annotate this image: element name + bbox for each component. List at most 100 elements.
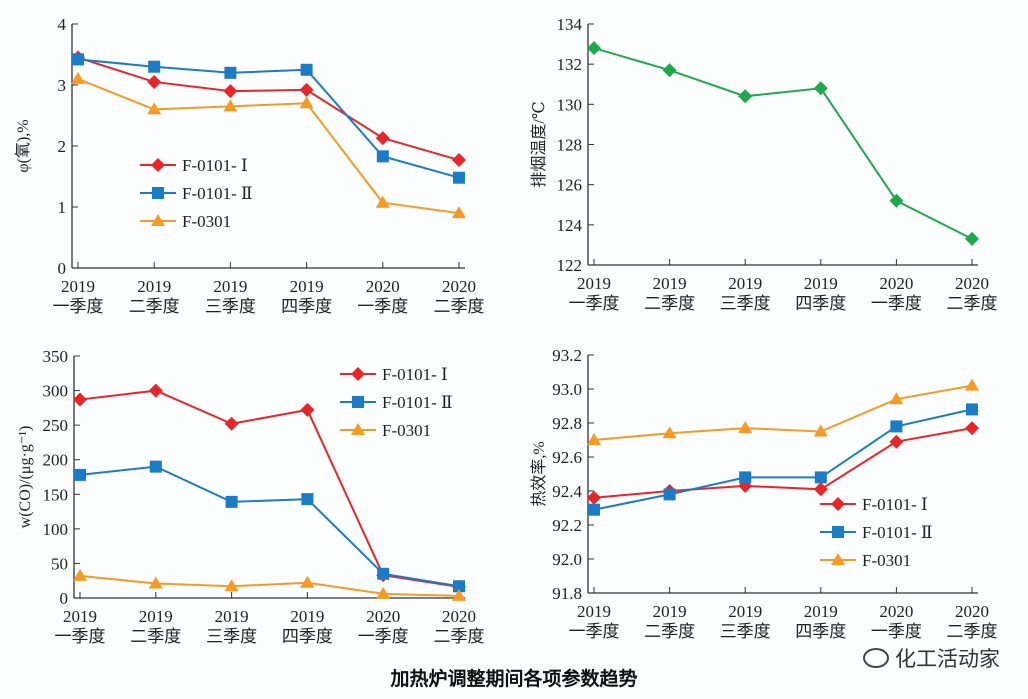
y-tick-label: 122 <box>557 256 583 275</box>
x-tick-label: 2019 二季度 <box>130 607 181 646</box>
data-point <box>889 193 904 208</box>
legend-marker <box>831 497 845 511</box>
legend-marker <box>351 367 365 381</box>
legend-label: F-0301 <box>862 551 911 570</box>
data-point <box>300 575 315 588</box>
y-tick-label: 92.8 <box>552 414 582 433</box>
data-point <box>453 171 465 184</box>
chart-4: 91.8 92.0 92.2 92.4 92.6 92.8 93.0 93.2 2019 一季度 2… <box>530 346 998 641</box>
y-axis-label: φ(氧),% <box>14 119 32 172</box>
y-tick-label: 2 <box>58 137 67 156</box>
y-tick-label: 4 <box>58 15 67 34</box>
data-point <box>376 586 391 599</box>
data-point <box>71 71 85 84</box>
legend-entry: F-0301 <box>140 212 231 231</box>
data-point <box>300 63 313 76</box>
data-point <box>662 426 677 439</box>
series-line <box>77 77 460 215</box>
x-tick-label: 2020 一季度 <box>871 602 922 641</box>
legend-entry: F-0101- Ⅱ <box>340 393 453 412</box>
y-tick-label: 126 <box>557 176 583 195</box>
data-point <box>149 460 162 473</box>
x-tick-label: 2020 二季度 <box>947 602 998 641</box>
y-axis-label: w(CO)/(μg·g⁻¹) <box>17 426 34 529</box>
x-tick-label: 2019 一季度 <box>53 277 104 316</box>
legend-label: F-0101- Ⅰ <box>182 156 248 175</box>
series-F-0101- Ⅰ <box>73 383 466 594</box>
series-line <box>79 389 460 588</box>
chart-2: 122 124 126 128 130 132 134 2019 一季度 2019 二季度 2019 三… <box>530 15 998 313</box>
data-point <box>73 568 87 581</box>
data-point <box>299 82 314 97</box>
data-point <box>376 150 389 163</box>
y-tick-label: 150 <box>43 485 69 504</box>
y-tick-label: 0 <box>58 259 67 278</box>
x-tick-label: 2020 一季度 <box>358 607 409 646</box>
figure-title: 加热炉调整期间各项参数趋势 <box>390 668 638 690</box>
series-F-0301 <box>73 568 466 601</box>
data-point <box>148 60 161 73</box>
series-line <box>587 41 979 246</box>
legend-marker <box>352 396 364 408</box>
data-point <box>452 153 466 168</box>
legend-entry: F-0101- Ⅰ <box>340 365 448 384</box>
x-tick-label: 2019 三季度 <box>720 602 771 641</box>
series-line <box>79 465 460 588</box>
data-point <box>223 84 238 99</box>
data-point <box>965 231 979 246</box>
x-tick-label: 2019 一季度 <box>569 274 620 313</box>
x-tick-label: 2019 一季度 <box>55 607 106 646</box>
series-line <box>593 47 973 240</box>
y-tick-label: 300 <box>43 382 69 401</box>
data-point <box>224 416 239 431</box>
x-tick-label: 2020 二季度 <box>434 277 485 316</box>
y-axis-label: 热效率,% <box>530 441 548 506</box>
data-point <box>147 102 162 115</box>
data-point <box>587 490 601 505</box>
data-point <box>813 424 828 437</box>
data-point <box>890 420 903 433</box>
legend-label: F-0101- Ⅰ <box>862 495 928 514</box>
watermark-logo: 化工活动家 <box>863 643 1000 673</box>
data-point <box>453 580 465 593</box>
y-tick-label: 1 <box>58 198 67 217</box>
y-tick-label: 350 <box>43 347 69 366</box>
x-tick-label: 2019 二季度 <box>644 274 695 313</box>
logo-text: 化工活动家 <box>895 647 1000 671</box>
legend-label: F-0101- Ⅱ <box>182 184 253 203</box>
legend-entry: F-0301 <box>340 421 431 440</box>
y-tick-label: 132 <box>557 55 583 74</box>
legend-marker <box>832 526 844 538</box>
legend-entry: F-0101- Ⅰ <box>820 495 928 514</box>
x-tick-label: 2019 三季度 <box>720 274 771 313</box>
y-tick-label: 92.4 <box>552 482 582 501</box>
y-tick-label: 92.0 <box>552 550 582 569</box>
data-point <box>375 131 390 146</box>
x-tick-label: 2019 二季度 <box>644 602 695 641</box>
x-tick-label: 2019 三季度 <box>205 277 256 316</box>
x-tick-label: 2019 一季度 <box>569 602 620 641</box>
data-point <box>223 99 238 112</box>
y-tick-label: 134 <box>557 15 583 34</box>
data-point <box>148 383 163 398</box>
legend-entry: F-0101- Ⅰ <box>140 156 248 175</box>
legend-marker <box>151 214 165 226</box>
legend-label: F-0301 <box>382 421 431 440</box>
y-tick-label: 50 <box>51 554 68 573</box>
y-tick-label: 91.8 <box>552 584 582 603</box>
data-point <box>74 468 86 481</box>
series-F-0101- Ⅰ <box>71 50 466 168</box>
data-point <box>965 421 979 436</box>
legend-marker <box>152 187 164 199</box>
series-line <box>77 56 460 161</box>
x-tick-label: 2019 四季度 <box>281 277 332 316</box>
chart-1: 0 1 2 3 4 2019 一季度 2019 二季度 2019 三季度 2019 四季度 2020 一季度… <box>14 15 485 316</box>
legend-label: F-0101- Ⅱ <box>862 523 933 542</box>
data-point <box>587 433 601 445</box>
series-line <box>79 574 460 597</box>
series-F-0301 <box>587 378 979 445</box>
legend-marker <box>151 158 165 172</box>
y-axis-label: 排烟温度/℃ <box>530 101 548 187</box>
